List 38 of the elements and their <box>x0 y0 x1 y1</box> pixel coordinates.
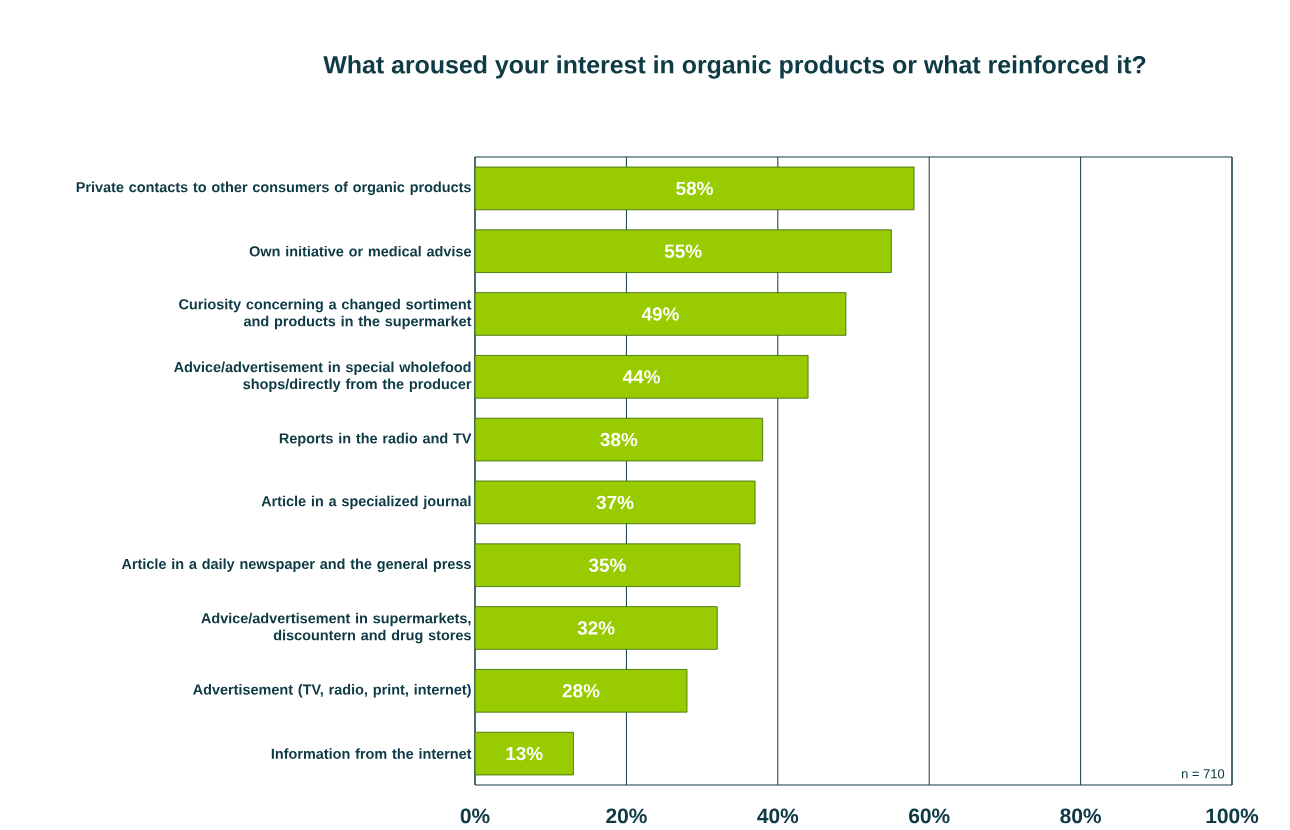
bar <box>474 480 756 525</box>
chart-title: What aroused your interest in organic products or what reinforced it? <box>323 55 1146 79</box>
bar <box>474 669 688 713</box>
y-tick-label: Private contacts to other consumers of organic products <box>76 181 471 196</box>
data-label: 58% <box>676 181 713 196</box>
data-label: 38% <box>600 432 638 447</box>
y-tick-label: Information from the internet <box>271 748 472 759</box>
y-tick-label: Advertisement (TV, radio, print, internet) <box>193 684 471 698</box>
y-tick-label: Reports in the radio and TV <box>279 432 472 447</box>
y-tick-label: Own initiative or medical advise <box>249 245 471 257</box>
bar <box>474 543 741 587</box>
x-tick-label: 100% <box>1206 808 1259 824</box>
data-label: 44% <box>622 370 660 384</box>
y-tick-label: Curiosity concerning a changed sortiment and products in the supermarket <box>179 298 472 330</box>
y-tick-label: Article in a daily newspaper and the general press <box>121 558 471 572</box>
annotation: n = 710 <box>1181 769 1225 779</box>
data-label: 13% <box>506 746 543 761</box>
bar <box>474 606 718 650</box>
bar <box>474 355 809 399</box>
x-tick-label: 80% <box>1060 808 1101 824</box>
y-tick-label: Advice/advertisement in special wholefood shops/directly from the producer <box>174 361 472 392</box>
data-label: 28% <box>562 684 600 698</box>
data-label: 49% <box>641 307 679 321</box>
data-label: 37% <box>596 495 634 510</box>
x-tick-label: 40% <box>757 808 799 824</box>
bar <box>474 166 915 211</box>
bar <box>474 731 574 776</box>
bar <box>474 292 847 336</box>
data-label: 32% <box>577 621 615 635</box>
y-tick-label: Advice/advertisement in supermarkets, discountern and drug stores <box>201 612 471 644</box>
x-tick-label: 0% <box>460 808 490 824</box>
data-label: 55% <box>664 244 702 258</box>
x-tick-label: 20% <box>606 808 647 824</box>
bar <box>474 417 764 462</box>
data-label: 35% <box>588 558 626 572</box>
bar <box>474 229 892 273</box>
x-tick-label: 60% <box>909 808 950 824</box>
y-tick-label: Article in a specialized journal <box>261 495 471 510</box>
